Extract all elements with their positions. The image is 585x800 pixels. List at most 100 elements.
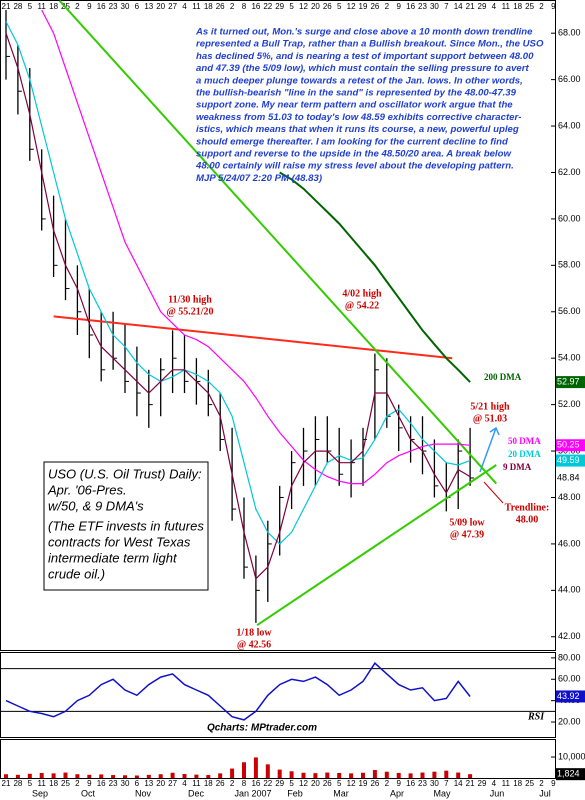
x-tick-label: 9 [551, 2, 556, 11]
x-tick-label: 20 [311, 2, 320, 11]
month-label: Feb [287, 788, 303, 798]
volume-bar [372, 770, 377, 778]
volume-bar [361, 772, 365, 778]
x-tick-label: 11 [192, 779, 201, 788]
x-tick-label: 19 [359, 779, 368, 788]
x-tick-label: 5 [289, 2, 294, 11]
x-tick-label: 2 [230, 2, 235, 11]
trendline [256, 464, 497, 626]
volume-bar [444, 770, 449, 778]
month-label: Jul [539, 788, 551, 798]
info-note: crude oil.) [48, 566, 105, 581]
volume-bar [218, 773, 223, 778]
ma-label: 9 DMA [503, 462, 532, 472]
x-tick-label: 25 [525, 779, 534, 788]
x-tick-label: 26 [323, 2, 332, 11]
volume-panel [0, 739, 556, 779]
x-tick-label: 4 [492, 2, 497, 11]
x-tick-label: 9 [87, 779, 92, 788]
x-tick-label: 13 [144, 779, 153, 788]
x-tick-label: 9 [551, 779, 556, 788]
volume-bar [456, 772, 461, 778]
x-tick-label: 12 [347, 2, 356, 11]
rsi-title: RSI [527, 711, 545, 722]
value-box [556, 690, 585, 703]
annotation: 48.00 [516, 514, 539, 525]
annotation: @ 47.39 [450, 529, 484, 540]
ma-line [5, 33, 471, 580]
annotation: @ 51.03 [473, 413, 507, 424]
volume-bar [242, 762, 246, 778]
x-tick-label: 21 [466, 779, 475, 788]
x-tick-label: 5 [337, 779, 342, 788]
x-tick-label: 5 [289, 779, 294, 788]
x-tick-label: 29 [275, 779, 284, 788]
value-label: 1,824 [557, 769, 580, 779]
y-tick-label: 48.00 [558, 492, 581, 502]
annotation: a much deeper plunge towards a retest of… [196, 75, 523, 86]
x-tick-label: 25 [525, 2, 534, 11]
x-tick-label: 22 [263, 2, 272, 11]
x-tick-label: 16 [251, 2, 260, 11]
annotation: istics, which means that when it runs it… [196, 124, 519, 135]
x-tick-label: 16 [97, 779, 106, 788]
volume-bar [432, 771, 437, 778]
value-box [556, 471, 585, 484]
x-tick-label: 23 [418, 779, 427, 788]
x-tick-label: 18 [49, 2, 58, 11]
annotation: 11/30 high [168, 294, 212, 305]
x-tick-label: 21 [2, 2, 11, 11]
trendline [53, 315, 453, 360]
volume-bar [253, 757, 258, 778]
volume-bar [182, 774, 187, 778]
annotation: the bullish-bearish "line in the sand" i… [196, 88, 517, 99]
volume-bar [27, 773, 32, 778]
y-tick-label: 64.00 [558, 120, 581, 130]
x-tick-label: 29 [478, 2, 487, 11]
info-note: intermediate term light [48, 550, 178, 565]
x-tick-label: 9 [396, 779, 401, 788]
value-box [556, 454, 585, 467]
info-title: w/50, & 9 DMA's [48, 498, 144, 513]
value-label: 48.84 [557, 472, 580, 482]
y-tick-label: 62.00 [558, 167, 581, 177]
volume-bar [111, 775, 116, 778]
annotation: 5/09 low [449, 517, 485, 528]
volume-bar [277, 769, 282, 778]
x-tick-label: 7 [444, 779, 449, 788]
annotation: support and reverse to the upside in the… [196, 149, 511, 160]
x-tick-label: 8 [242, 2, 247, 11]
volume-bar [301, 772, 306, 778]
pointer [483, 481, 504, 504]
x-tick-label: 27 [168, 779, 177, 788]
x-tick-label: 2 [385, 2, 390, 11]
annotation: and 47.39 (the 5/09 low), which must con… [196, 63, 529, 74]
y-tick-label: 44.00 [558, 585, 581, 595]
x-tick-label: 13 [144, 2, 153, 11]
annotation: MJP 5/24/07 2:20 PM (48.83) [196, 173, 322, 184]
y-tick-label: 60.00 [558, 674, 581, 684]
rsi-panel [0, 652, 556, 738]
annotation: support zone. My near term pattern and o… [196, 100, 513, 111]
value-label: 49.59 [557, 455, 580, 465]
month-label: Jan 2007 [234, 788, 271, 798]
x-tick-label: 5 [28, 779, 33, 788]
x-tick-label: 23 [418, 2, 427, 11]
x-tick-label: 12 [299, 779, 308, 788]
x-tick-label: 30 [430, 779, 439, 788]
x-tick-label: 26 [216, 779, 225, 788]
x-tick-label: 16 [406, 779, 415, 788]
y-tick-label: 20.00 [558, 716, 581, 726]
annotation: @ 42.56 [237, 639, 271, 650]
annotation: should emerge thereafter. I am looking f… [196, 136, 509, 147]
annotation: 1/18 low [236, 627, 272, 638]
volume-bar [349, 773, 354, 778]
annotation: weakness from 51.03 to today's low 48.59… [196, 112, 521, 123]
x-tick-label: 11 [38, 2, 47, 11]
volume-bar [158, 774, 163, 778]
volume-bar [4, 774, 8, 778]
x-tick-label: 18 [204, 779, 213, 788]
volume-bar [289, 771, 294, 778]
x-tick-label: 20 [156, 2, 165, 11]
